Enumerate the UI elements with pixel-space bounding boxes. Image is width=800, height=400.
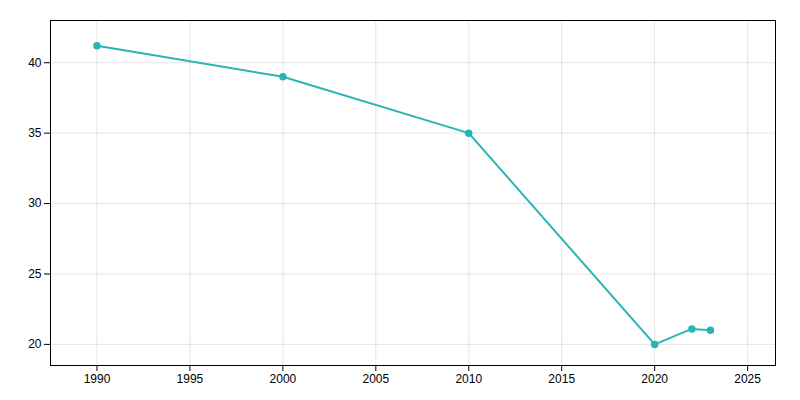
- svg-text:2025: 2025: [734, 372, 761, 386]
- svg-text:1995: 1995: [177, 372, 204, 386]
- svg-text:35: 35: [28, 126, 42, 140]
- svg-text:2005: 2005: [362, 372, 389, 386]
- svg-text:40: 40: [28, 56, 42, 70]
- svg-text:20: 20: [28, 337, 42, 351]
- svg-text:2010: 2010: [455, 372, 482, 386]
- svg-text:30: 30: [28, 196, 42, 210]
- svg-text:2015: 2015: [548, 372, 575, 386]
- svg-text:25: 25: [28, 267, 42, 281]
- svg-text:2000: 2000: [270, 372, 297, 386]
- svg-text:1990: 1990: [84, 372, 111, 386]
- svg-text:2020: 2020: [641, 372, 668, 386]
